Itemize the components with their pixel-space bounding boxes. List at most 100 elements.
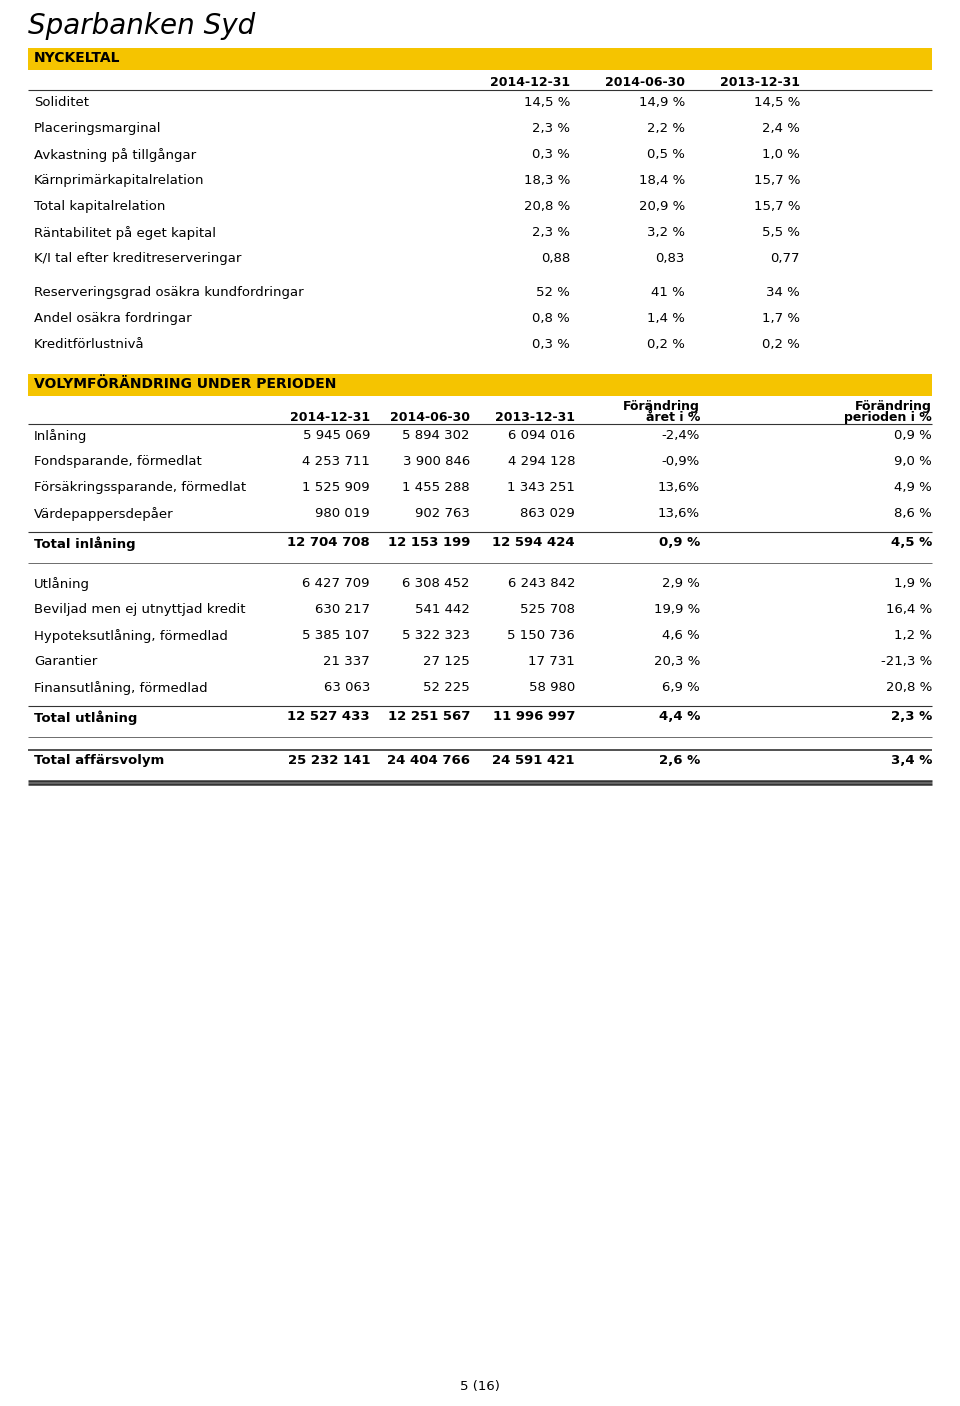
Text: 1,2 %: 1,2 % <box>894 628 932 643</box>
Text: 4,5 %: 4,5 % <box>891 536 932 548</box>
Text: 2014-12-31: 2014-12-31 <box>290 411 370 425</box>
Text: 2,2 %: 2,2 % <box>647 122 685 135</box>
Text: 13,6%: 13,6% <box>658 508 700 520</box>
Text: 1,0 %: 1,0 % <box>762 148 800 162</box>
Text: 2014-06-30: 2014-06-30 <box>390 411 470 425</box>
Text: -2,4%: -2,4% <box>661 429 700 441</box>
Text: 2,3 %: 2,3 % <box>532 122 570 135</box>
Text: Förändring: Förändring <box>623 399 700 413</box>
Text: 0,3 %: 0,3 % <box>532 148 570 162</box>
Text: 18,3 %: 18,3 % <box>523 174 570 187</box>
Text: 52 225: 52 225 <box>423 681 470 695</box>
Text: 2,4 %: 2,4 % <box>762 122 800 135</box>
Text: 14,9 %: 14,9 % <box>638 96 685 110</box>
Text: 0,83: 0,83 <box>656 252 685 264</box>
Text: 1 455 288: 1 455 288 <box>402 481 470 494</box>
Text: 5 385 107: 5 385 107 <box>302 628 370 643</box>
Text: 4 253 711: 4 253 711 <box>302 456 370 468</box>
Text: 11 996 997: 11 996 997 <box>492 710 575 723</box>
Text: 6 308 452: 6 308 452 <box>402 576 470 591</box>
Text: 2,9 %: 2,9 % <box>662 576 700 591</box>
Text: 20,3 %: 20,3 % <box>654 655 700 668</box>
Text: Andel osäkra fordringar: Andel osäkra fordringar <box>34 312 192 325</box>
Text: 3 900 846: 3 900 846 <box>403 456 470 468</box>
Text: 3,4 %: 3,4 % <box>891 754 932 768</box>
Text: Utlåning: Utlåning <box>34 576 90 591</box>
Text: 6 427 709: 6 427 709 <box>302 576 370 591</box>
Text: Soliditet: Soliditet <box>34 96 89 110</box>
Text: 2013-12-31: 2013-12-31 <box>495 411 575 425</box>
Text: Kärnprimärkapitalrelation: Kärnprimärkapitalrelation <box>34 174 204 187</box>
Text: 2,3 %: 2,3 % <box>532 226 570 239</box>
Text: 0,9 %: 0,9 % <box>659 536 700 548</box>
Text: 24 404 766: 24 404 766 <box>387 754 470 768</box>
Text: 1,9 %: 1,9 % <box>894 576 932 591</box>
Text: perioden i %: perioden i % <box>844 411 932 425</box>
Text: 5 894 302: 5 894 302 <box>402 429 470 441</box>
Text: Total kapitalrelation: Total kapitalrelation <box>34 200 165 212</box>
Text: 2,6 %: 2,6 % <box>659 754 700 768</box>
Text: 12 153 199: 12 153 199 <box>388 536 470 548</box>
Text: 5 (16): 5 (16) <box>460 1381 500 1393</box>
Text: 52 %: 52 % <box>536 285 570 299</box>
Text: Kreditförlustnivå: Kreditförlustnivå <box>34 337 145 352</box>
Text: 12 594 424: 12 594 424 <box>492 536 575 548</box>
Text: 4,6 %: 4,6 % <box>662 628 700 643</box>
Text: Total affärsvolym: Total affärsvolym <box>34 754 164 768</box>
Text: 863 029: 863 029 <box>520 508 575 520</box>
Text: 0,9 %: 0,9 % <box>895 429 932 441</box>
Text: 41 %: 41 % <box>651 285 685 299</box>
Text: 6,9 %: 6,9 % <box>662 681 700 695</box>
Text: 21 337: 21 337 <box>324 655 370 668</box>
Text: Räntabilitet på eget kapital: Räntabilitet på eget kapital <box>34 226 216 240</box>
Text: 5 945 069: 5 945 069 <box>302 429 370 441</box>
Text: 12 704 708: 12 704 708 <box>287 536 370 548</box>
Text: 0,2 %: 0,2 % <box>762 337 800 352</box>
Text: 6 094 016: 6 094 016 <box>508 429 575 441</box>
Text: 9,0 %: 9,0 % <box>895 456 932 468</box>
Text: 27 125: 27 125 <box>423 655 470 668</box>
Text: -0,9%: -0,9% <box>661 456 700 468</box>
Text: 6 243 842: 6 243 842 <box>508 576 575 591</box>
Text: 2,3 %: 2,3 % <box>891 710 932 723</box>
Text: 1,4 %: 1,4 % <box>647 312 685 325</box>
Text: 14,5 %: 14,5 % <box>754 96 800 110</box>
Text: 20,8 %: 20,8 % <box>524 200 570 212</box>
Text: 34 %: 34 % <box>766 285 800 299</box>
Text: Reserveringsgrad osäkra kundfordringar: Reserveringsgrad osäkra kundfordringar <box>34 285 303 299</box>
Text: 902 763: 902 763 <box>415 508 470 520</box>
Text: Värdepappersdepåer: Värdepappersdepåer <box>34 508 174 522</box>
Text: 630 217: 630 217 <box>315 603 370 616</box>
Text: 12 251 567: 12 251 567 <box>388 710 470 723</box>
Text: 25 232 141: 25 232 141 <box>287 754 370 768</box>
Text: 2013-12-31: 2013-12-31 <box>720 76 800 89</box>
Text: 1 343 251: 1 343 251 <box>507 481 575 494</box>
Text: Beviljad men ej utnyttjad kredit: Beviljad men ej utnyttjad kredit <box>34 603 246 616</box>
Text: 5 322 323: 5 322 323 <box>402 628 470 643</box>
Text: 4,9 %: 4,9 % <box>895 481 932 494</box>
Text: Finansutlåning, förmedlad: Finansutlåning, förmedlad <box>34 681 207 695</box>
Text: 20,9 %: 20,9 % <box>638 200 685 212</box>
Text: K/I tal efter kreditreserveringar: K/I tal efter kreditreserveringar <box>34 252 241 264</box>
Text: 13,6%: 13,6% <box>658 481 700 494</box>
Text: 63 063: 63 063 <box>324 681 370 695</box>
Text: 0,77: 0,77 <box>771 252 800 264</box>
Text: 5,5 %: 5,5 % <box>762 226 800 239</box>
Text: 14,5 %: 14,5 % <box>523 96 570 110</box>
Text: Hypoteksutlåning, förmedlad: Hypoteksutlåning, förmedlad <box>34 628 228 643</box>
Text: Avkastning på tillgångar: Avkastning på tillgångar <box>34 148 196 162</box>
Text: Fondsparande, förmedlat: Fondsparande, förmedlat <box>34 456 202 468</box>
Text: 4 294 128: 4 294 128 <box>508 456 575 468</box>
Text: 18,4 %: 18,4 % <box>638 174 685 187</box>
Text: Total utlåning: Total utlåning <box>34 710 137 724</box>
Text: 8,6 %: 8,6 % <box>895 508 932 520</box>
Text: 15,7 %: 15,7 % <box>754 200 800 212</box>
Text: 58 980: 58 980 <box>529 681 575 695</box>
Text: 5 150 736: 5 150 736 <box>507 628 575 643</box>
Text: året i %: året i % <box>646 411 700 425</box>
Text: 15,7 %: 15,7 % <box>754 174 800 187</box>
Text: Placeringsmarginal: Placeringsmarginal <box>34 122 161 135</box>
Text: 4,4 %: 4,4 % <box>659 710 700 723</box>
Text: 541 442: 541 442 <box>415 603 470 616</box>
Text: Försäkringssparande, förmedlat: Försäkringssparande, förmedlat <box>34 481 246 494</box>
